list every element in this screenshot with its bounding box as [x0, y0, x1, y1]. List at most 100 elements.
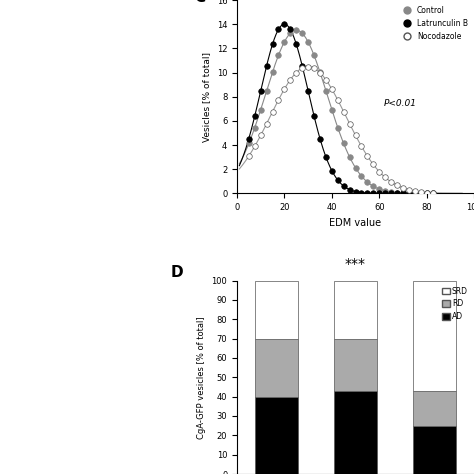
Point	[257, 106, 264, 113]
Point	[340, 182, 347, 190]
Point	[346, 120, 353, 128]
Point	[411, 190, 419, 197]
X-axis label: EDM value: EDM value	[329, 218, 382, 228]
Point	[286, 29, 294, 37]
Point	[286, 26, 294, 33]
Point	[428, 190, 436, 197]
Point	[399, 184, 407, 191]
Point	[334, 124, 341, 131]
Point	[257, 87, 264, 95]
Point	[369, 182, 377, 190]
Point	[263, 62, 270, 70]
Point	[257, 132, 264, 139]
Point	[316, 135, 324, 142]
Point	[275, 96, 283, 104]
Point	[423, 190, 430, 197]
Point	[292, 69, 300, 76]
Point	[405, 186, 412, 193]
Bar	[255, 281, 298, 338]
Point	[299, 29, 306, 37]
Point	[281, 20, 288, 28]
Point	[428, 190, 436, 197]
Point	[352, 164, 359, 172]
Point	[346, 186, 353, 193]
Point	[251, 112, 259, 120]
Point	[357, 143, 365, 150]
Bar	[334, 338, 377, 391]
Point	[387, 190, 395, 197]
Point	[286, 76, 294, 83]
Legend: Control, Latrunculin B, Nocodazole: Control, Latrunculin B, Nocodazole	[397, 4, 470, 43]
Point	[352, 188, 359, 195]
Point	[263, 87, 270, 94]
Text: P<0.01: P<0.01	[384, 100, 417, 109]
Point	[387, 188, 395, 196]
Point	[263, 120, 270, 128]
Point	[281, 85, 288, 93]
Point	[251, 143, 259, 150]
Point	[275, 52, 283, 59]
Point	[352, 132, 359, 139]
Point	[322, 76, 329, 83]
Text: ***: ***	[345, 257, 366, 271]
Point	[411, 190, 419, 197]
Point	[304, 63, 312, 70]
Text: B: B	[5, 242, 17, 257]
Point	[316, 68, 324, 76]
Point	[364, 152, 371, 160]
Point	[316, 69, 324, 76]
Point	[405, 190, 412, 197]
Point	[357, 189, 365, 196]
Point	[334, 176, 341, 184]
Point	[340, 108, 347, 116]
Point	[310, 64, 318, 72]
Point	[393, 189, 401, 197]
Point	[245, 135, 253, 142]
Point	[322, 87, 329, 94]
Bar	[413, 281, 456, 391]
Text: A: A	[5, 5, 14, 18]
Point	[328, 85, 336, 93]
Point	[304, 87, 312, 95]
Point	[245, 140, 253, 147]
Text: B: B	[5, 242, 14, 255]
Point	[269, 40, 276, 48]
Point	[375, 185, 383, 193]
Point	[299, 62, 306, 70]
Point	[369, 190, 377, 197]
Bar	[334, 281, 377, 338]
Point	[375, 168, 383, 175]
Point	[393, 182, 401, 189]
Point	[269, 68, 276, 76]
Point	[322, 153, 329, 161]
Point	[411, 187, 419, 195]
Point	[375, 190, 383, 197]
Point	[393, 190, 401, 197]
Y-axis label: Vesicles [% of total]: Vesicles [% of total]	[202, 52, 211, 142]
Point	[417, 190, 425, 197]
Point	[281, 38, 288, 46]
Point	[364, 178, 371, 186]
Y-axis label: CgA-GFP vesicles [% of total]: CgA-GFP vesicles [% of total]	[197, 316, 206, 438]
Point	[399, 189, 407, 197]
Point	[310, 112, 318, 120]
Bar	[255, 397, 298, 474]
Bar	[334, 391, 377, 474]
Point	[423, 189, 430, 196]
Point	[269, 108, 276, 116]
Point	[310, 52, 318, 59]
Point	[346, 153, 353, 161]
Point	[334, 96, 341, 104]
Point	[299, 64, 306, 72]
Point	[405, 190, 412, 197]
Legend: SRD, RD, AD: SRD, RD, AD	[440, 284, 470, 324]
Point	[428, 189, 436, 197]
Text: D: D	[171, 265, 183, 280]
Point	[304, 38, 312, 46]
Text: A: A	[5, 5, 17, 20]
Point	[417, 190, 425, 197]
Point	[328, 106, 336, 113]
Point	[328, 167, 336, 174]
Point	[292, 27, 300, 34]
Point	[417, 188, 425, 196]
